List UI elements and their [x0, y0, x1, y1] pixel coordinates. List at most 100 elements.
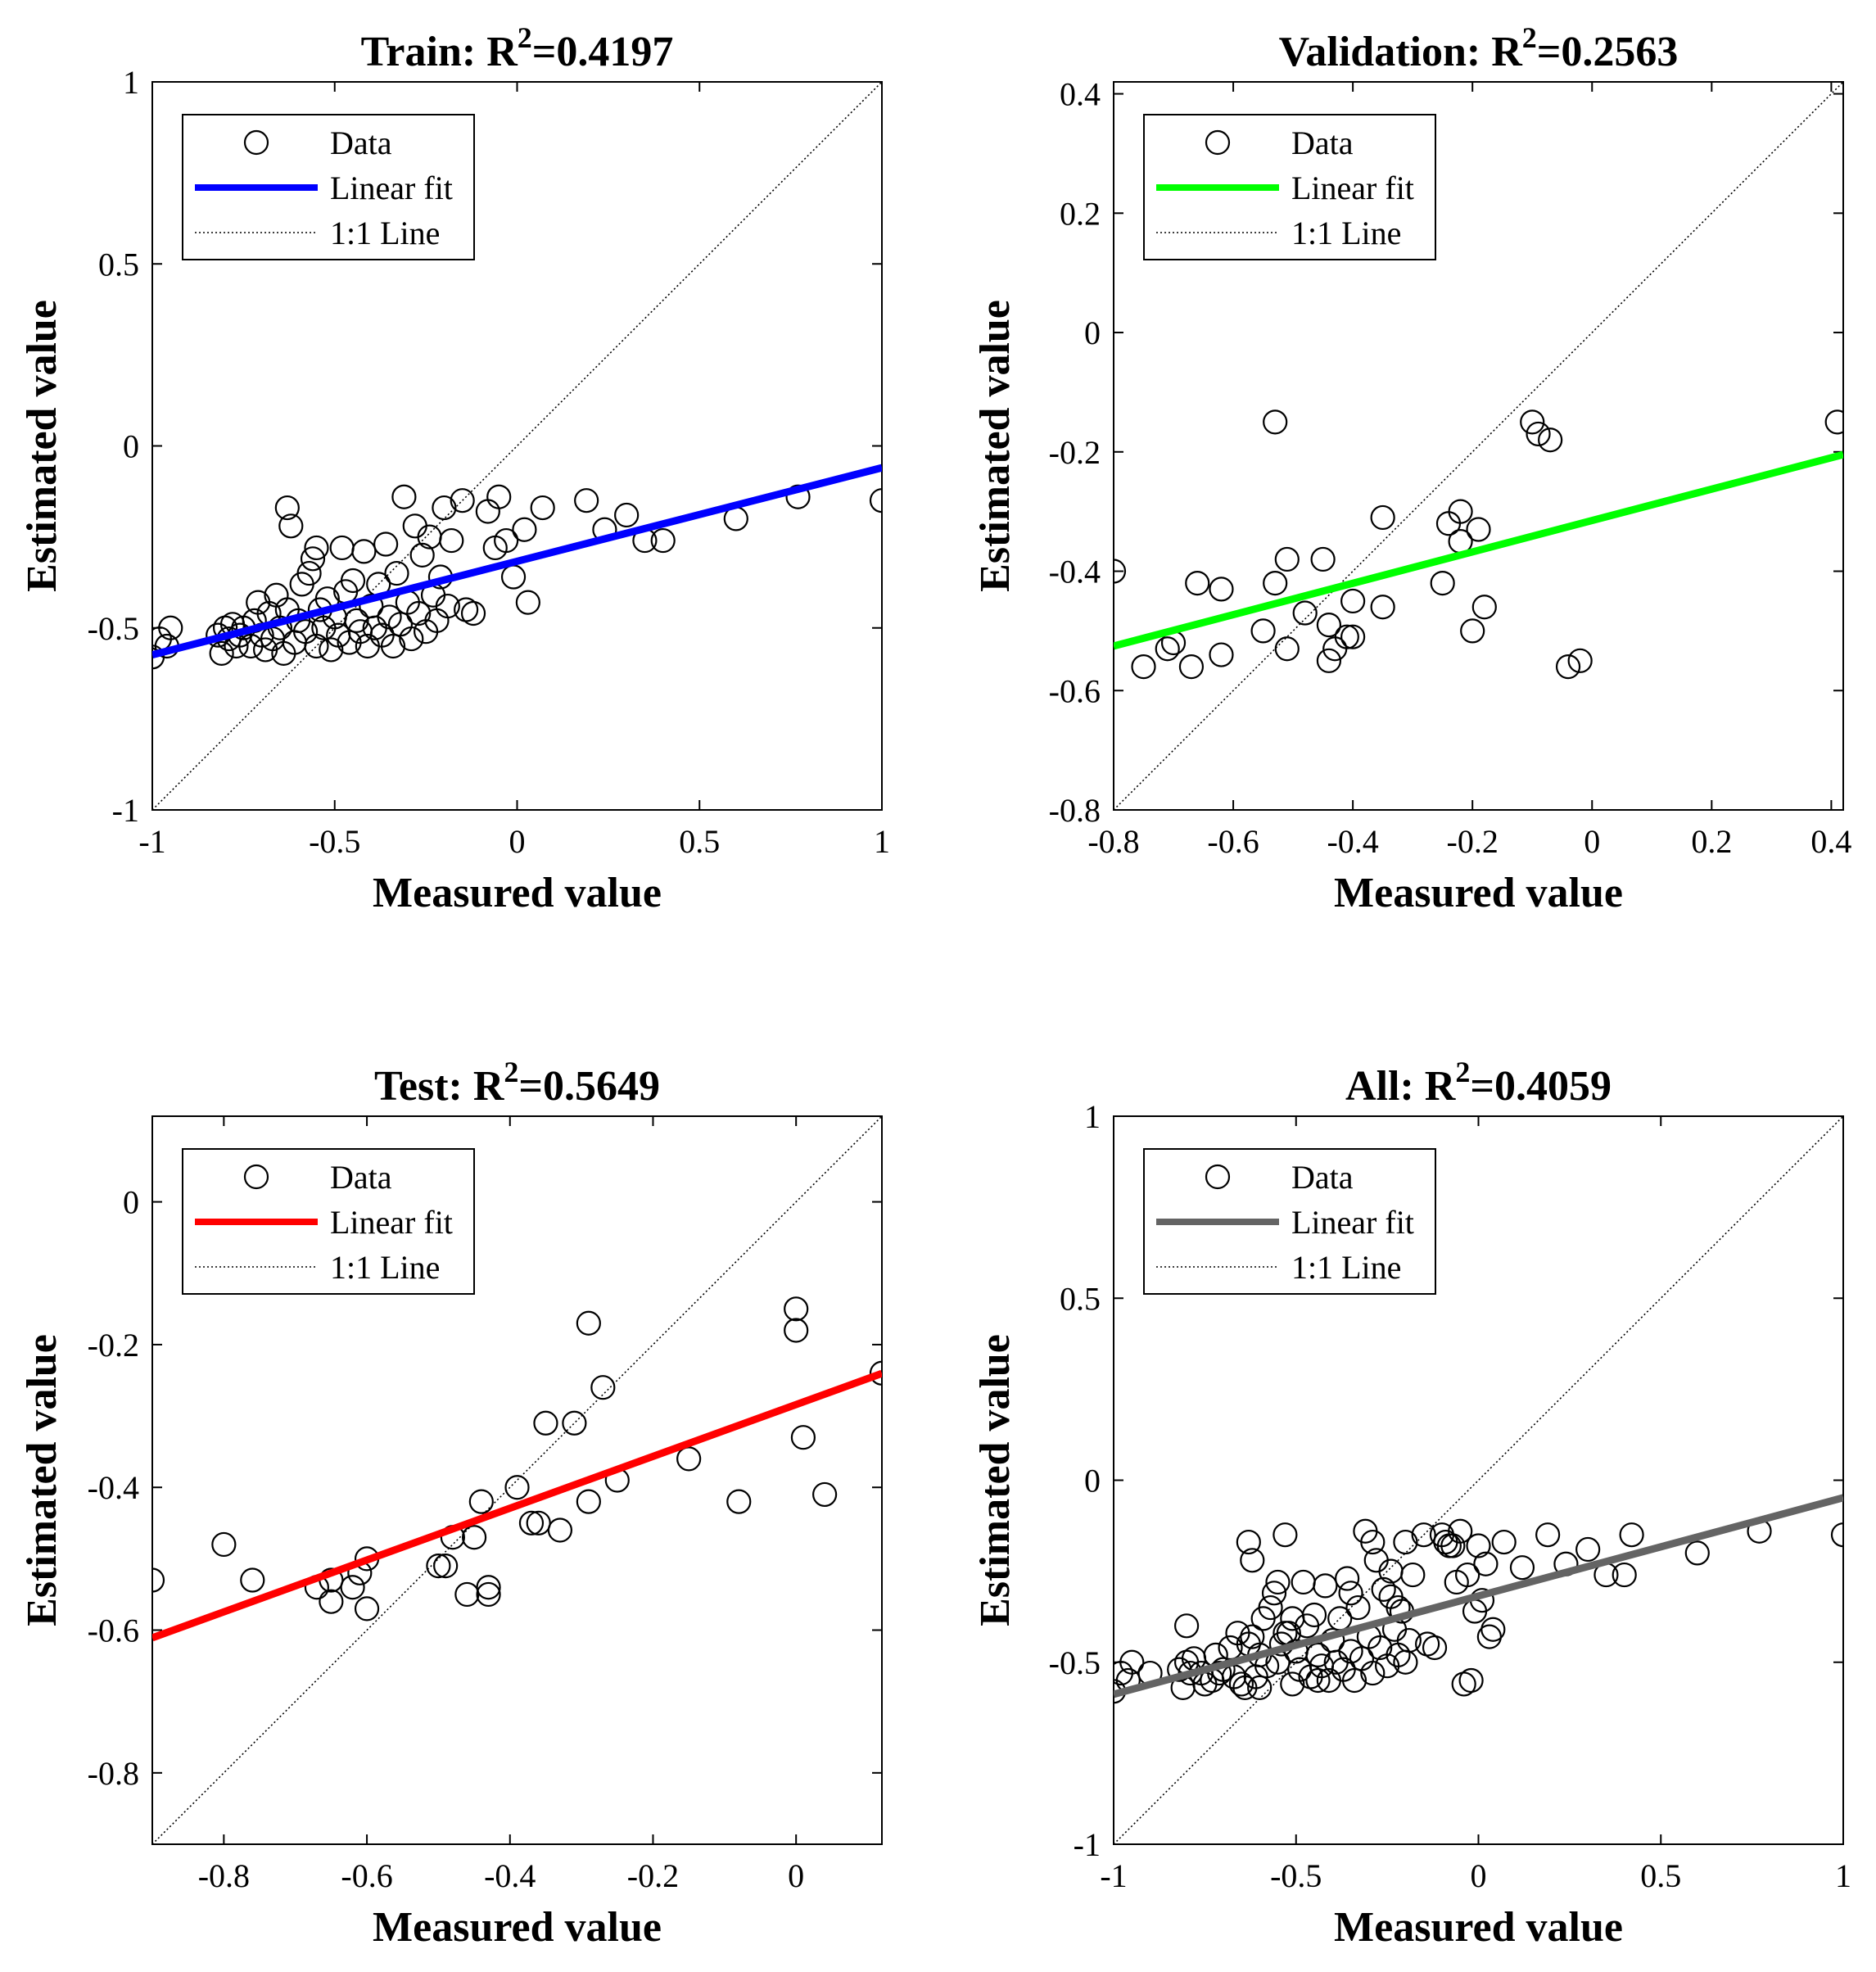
plot-area: [1114, 82, 1843, 810]
data-point: [1480, 1617, 1506, 1642]
chart-title-text: Train: R: [361, 29, 519, 75]
data-point: [1396, 1627, 1422, 1653]
chart-title-superscript: 2: [1522, 21, 1537, 54]
y-axis-label: Estimated value: [19, 1334, 66, 1626]
data-point: [1684, 1540, 1710, 1566]
x-tick-label: 1: [874, 823, 890, 860]
chart-title: Test: R2=0.5649: [374, 1056, 660, 1110]
chart-title-value: =0.4059: [1470, 1063, 1612, 1110]
data-point: [274, 495, 300, 521]
legend-identity-label: 1:1 Line: [1291, 215, 1401, 251]
linear-fit-line: [152, 1369, 882, 1642]
x-tick-label: -0.2: [627, 1857, 679, 1894]
data-point: [1466, 517, 1491, 542]
chart-title-superscript: 2: [1455, 1056, 1470, 1088]
legend-identity-label: 1:1 Line: [330, 215, 440, 251]
data-point: [1520, 409, 1545, 435]
data-point: [1460, 618, 1485, 644]
x-tick-label: -0.6: [1207, 823, 1259, 860]
data-point: [1316, 613, 1342, 638]
data-point: [1340, 624, 1366, 649]
data-point: [1310, 546, 1336, 572]
data-point: [476, 1581, 501, 1608]
x-tick-label: 0.4: [1810, 823, 1851, 860]
data-point: [450, 488, 475, 513]
x-tick-label: -0.8: [1087, 823, 1139, 860]
data-point: [1466, 1533, 1491, 1558]
x-tick-label: 0.2: [1691, 823, 1732, 860]
x-tick-label: 1: [1835, 1857, 1851, 1894]
data-point: [406, 600, 432, 626]
chart-title-value: =0.5649: [518, 1063, 660, 1110]
data-point: [512, 517, 537, 542]
data-point: [726, 1489, 752, 1514]
x-tick-label: 0: [1471, 1857, 1487, 1894]
linear-fit-line: [1114, 1494, 1843, 1698]
data-point: [433, 1553, 459, 1579]
y-tick-label: 1: [1084, 1098, 1101, 1135]
data-point: [784, 1296, 809, 1322]
data-point: [304, 633, 329, 659]
data-point: [432, 495, 457, 521]
data-point: [340, 568, 366, 594]
data-point: [1360, 1660, 1386, 1686]
data-point: [590, 1375, 616, 1400]
legend-fit-label: Linear fit: [1291, 1204, 1414, 1241]
y-tick-label: -0.5: [1049, 1644, 1101, 1681]
data-point: [384, 560, 409, 586]
data-point: [319, 1589, 344, 1614]
data-point: [1370, 595, 1395, 620]
data-point: [296, 560, 322, 586]
data-point: [1207, 1660, 1232, 1686]
data-point: [1458, 1667, 1484, 1694]
data-point: [530, 495, 555, 521]
chart-title: All: R2=0.4059: [1345, 1056, 1612, 1110]
y-tick-label: 0.2: [1060, 195, 1101, 232]
data-point: [319, 637, 344, 663]
data-point: [547, 1517, 573, 1543]
data-point: [1411, 1522, 1436, 1548]
chart-title-text: Test: R: [374, 1063, 505, 1110]
data-point: [354, 1596, 380, 1621]
data-point: [300, 546, 326, 572]
data-point: [1471, 595, 1497, 620]
data-point: [1247, 1675, 1273, 1700]
data-point: [399, 626, 424, 652]
data-point: [1367, 1635, 1393, 1661]
data-point: [785, 484, 811, 509]
legend-fit-label: Linear fit: [330, 170, 453, 206]
data-point: [1360, 1529, 1386, 1555]
data-point: [1341, 1667, 1367, 1694]
data-point: [1535, 1522, 1561, 1548]
x-tick-label: -0.2: [1447, 823, 1499, 860]
data-point: [1178, 654, 1205, 680]
x-tick-label: -0.4: [1327, 823, 1378, 860]
data-point: [409, 542, 435, 568]
data-point: [1455, 1562, 1480, 1588]
data-point: [1340, 588, 1366, 614]
plot-area: [152, 1116, 882, 1844]
x-tick-label: -1: [1100, 1857, 1127, 1894]
data-point: [1538, 427, 1563, 453]
data-point: [340, 1575, 365, 1600]
data-point: [574, 488, 599, 513]
x-tick-label: -0.6: [341, 1857, 392, 1894]
data-point: [1316, 648, 1342, 673]
legend-data-marker: [1205, 1164, 1231, 1190]
data-point: [1301, 1602, 1327, 1628]
data-point: [152, 1567, 165, 1593]
data-point: [1619, 1522, 1644, 1548]
data-point: [158, 615, 183, 640]
data-point: [373, 531, 399, 557]
data-point: [1273, 1522, 1298, 1548]
data-point: [1448, 1518, 1473, 1544]
data-point: [1612, 1562, 1637, 1588]
legend-identity-label: 1:1 Line: [1291, 1249, 1401, 1286]
y-tick-label: -0.6: [1049, 672, 1101, 709]
panel-3: -0.8 -0.6 -0.4 -0.2 0 -0.8 -0.6 -0.4 -0.2 0 Data Li…: [19, 1056, 883, 1951]
data-point: [1173, 1613, 1200, 1639]
panel-2: -0.8 -0.6 -0.4 -0.2 0 0.2 0.4 -0.8 -0.6 -0.4 -0.2 0…: [972, 21, 1851, 916]
data-point: [468, 1489, 494, 1514]
y-tick-label: 0: [1084, 314, 1101, 351]
data-point: [486, 484, 512, 509]
